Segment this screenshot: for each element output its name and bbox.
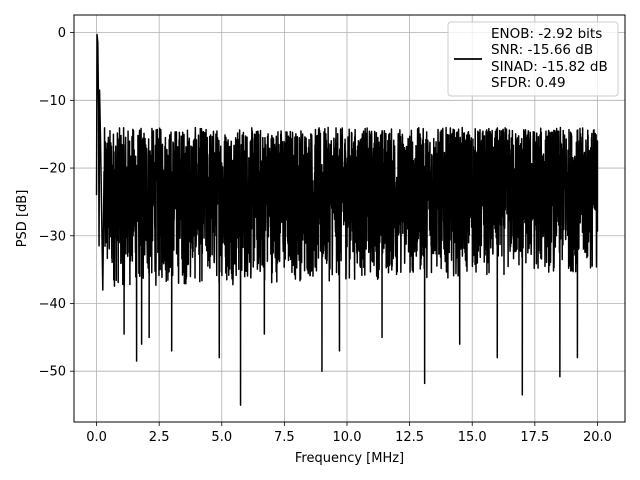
x-tick-label: 7.5 bbox=[274, 430, 295, 445]
y-tick-label: −50 bbox=[39, 365, 66, 380]
y-tick-label: −30 bbox=[39, 229, 66, 244]
x-tick-label: 2.5 bbox=[149, 430, 170, 445]
legend-entry-sfdr: SFDR: 0.49 bbox=[491, 75, 566, 91]
y-axis-label: PSD [dB] bbox=[15, 190, 30, 248]
x-axis: 0.0 2.5 5.0 7.5 10.0 12.5 15.0 17.5 20.0 bbox=[86, 422, 612, 445]
x-tick-label: 15.0 bbox=[458, 430, 487, 445]
series-psd bbox=[95, 33, 599, 406]
x-tick-label: 5.0 bbox=[211, 430, 232, 445]
x-tick-label: 17.5 bbox=[520, 430, 549, 445]
x-tick-label: 20.0 bbox=[583, 430, 612, 445]
legend-entry-sinad: SINAD: -15.82 dB bbox=[491, 59, 608, 75]
legend: ENOB: -2.92 bits SNR: -15.66 dB SINAD: -… bbox=[447, 21, 619, 97]
y-tick-label: 0 bbox=[58, 26, 66, 41]
legend-entry-enob: ENOB: -2.92 bits bbox=[491, 26, 602, 42]
legend-entry-snr: SNR: -15.66 dB bbox=[491, 42, 593, 58]
x-tick-label: 12.5 bbox=[395, 430, 424, 445]
x-tick-label: 0.0 bbox=[86, 430, 107, 445]
legend-box bbox=[447, 21, 619, 97]
y-axis: 0 −10 −20 −30 −40 −50 bbox=[39, 26, 74, 380]
psd-trace bbox=[95, 33, 599, 406]
y-tick-label: −10 bbox=[39, 94, 66, 109]
x-axis-label: Frequency [MHz] bbox=[295, 451, 404, 466]
x-tick-label: 10.0 bbox=[333, 430, 362, 445]
y-tick-label: −20 bbox=[39, 162, 66, 177]
plot-frame bbox=[73, 14, 626, 423]
y-tick-label: −40 bbox=[39, 297, 66, 312]
